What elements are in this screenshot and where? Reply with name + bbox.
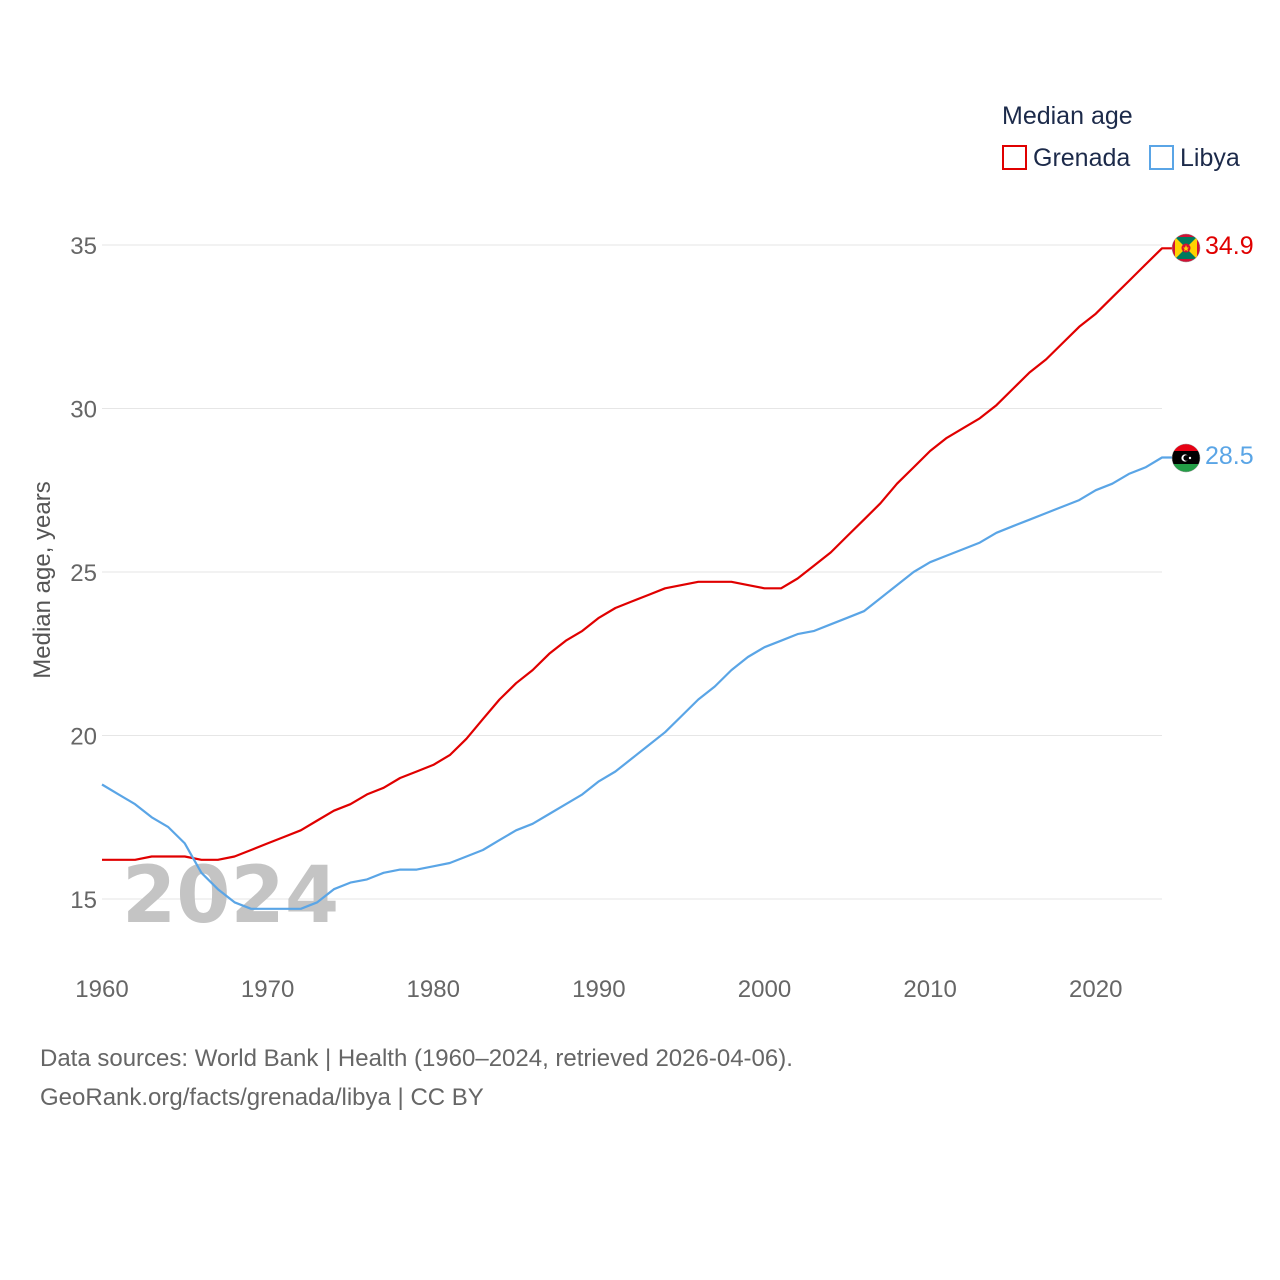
series-lines <box>101 247 1172 910</box>
legend-label-libya: Libya <box>1180 144 1240 172</box>
y-tick-label: 35 <box>70 233 97 260</box>
legend-label-grenada: Grenada <box>1033 144 1130 172</box>
x-tick-label: 1990 <box>572 976 625 1003</box>
legend-swatch-grenada <box>1002 145 1027 170</box>
footer-attribution[interactable]: GeoRank.org/facts/grenada/libya | CC BY <box>40 1084 484 1111</box>
x-tick-label: 1980 <box>407 976 460 1003</box>
libya-flag-icon <box>1171 443 1201 473</box>
series-line-libya[interactable] <box>101 456 1172 910</box>
y-axis-title: Median age, years <box>29 481 56 678</box>
y-tick-label: 15 <box>70 887 97 914</box>
y-axis-ticks: 15 20 25 30 35 <box>70 233 97 914</box>
x-tick-label: 1960 <box>75 976 128 1003</box>
x-tick-label: 2020 <box>1069 976 1122 1003</box>
grenada-flag-icon <box>1171 233 1201 263</box>
legend-title: Median age <box>1002 102 1133 130</box>
end-value-label-libya: 28.5 <box>1205 442 1254 470</box>
legend-item-libya[interactable]: Libya <box>1149 144 1240 172</box>
y-tick-label: 25 <box>70 560 97 587</box>
x-tick-label: 2010 <box>903 976 956 1003</box>
year-watermark: 2024 <box>122 851 339 941</box>
end-value-label-grenada: 34.9 <box>1205 232 1254 260</box>
legend-swatch-libya <box>1149 145 1174 170</box>
x-tick-label: 1970 <box>241 976 294 1003</box>
gridlines <box>102 244 1162 900</box>
y-tick-label: 20 <box>70 724 97 751</box>
legend: Median age Grenada Libya <box>1002 102 1240 172</box>
footer-sources: Data sources: World Bank | Health (1960–… <box>40 1045 793 1072</box>
legend-item-grenada[interactable]: Grenada <box>1002 144 1130 172</box>
x-tick-label: 2000 <box>738 976 791 1003</box>
x-axis-ticks: 1960 1970 1980 1990 2000 2010 2020 <box>75 976 1122 1003</box>
y-tick-label: 30 <box>70 397 97 424</box>
series-line-grenada[interactable] <box>102 247 1172 861</box>
